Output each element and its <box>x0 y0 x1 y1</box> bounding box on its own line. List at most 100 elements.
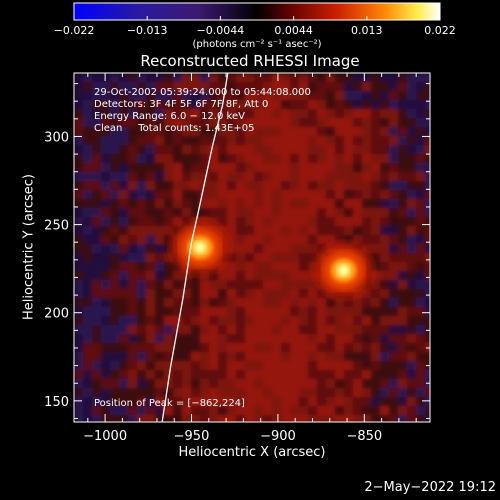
heatmap-cell <box>407 235 416 244</box>
heatmap-cell <box>335 343 344 352</box>
heatmap-cell <box>164 127 173 136</box>
heatmap-cell <box>83 145 92 154</box>
heatmap-cell <box>254 361 263 370</box>
heatmap-cell <box>182 172 191 181</box>
heatmap-cell <box>101 352 110 361</box>
heatmap-cell <box>317 235 326 244</box>
heatmap-cell <box>209 415 218 422</box>
heatmap-cell <box>326 334 335 343</box>
heatmap-cell <box>101 334 110 343</box>
heatmap-cell <box>272 199 281 208</box>
heatmap-cell <box>398 235 407 244</box>
heatmap-cell <box>353 217 362 226</box>
heatmap-cell <box>137 127 146 136</box>
heatmap-cell <box>272 307 281 316</box>
heatmap-cell <box>272 154 281 163</box>
heatmap-cell <box>416 298 425 307</box>
heatmap-cell <box>380 388 389 397</box>
heatmap-cell <box>389 334 398 343</box>
heatmap-cell <box>83 289 92 298</box>
heatmap-cell <box>344 118 353 127</box>
heatmap-cell <box>83 208 92 217</box>
heatmap-cell <box>254 388 263 397</box>
heatmap-cell <box>281 244 290 253</box>
heatmap-cell <box>92 172 101 181</box>
heatmap-cell <box>245 181 254 190</box>
heatmap-cell <box>272 181 281 190</box>
heatmap-cell <box>146 397 155 406</box>
heatmap-cell <box>335 217 344 226</box>
heatmap-cell <box>110 217 119 226</box>
heatmap-cell <box>92 316 101 325</box>
heatmap-cell <box>416 352 425 361</box>
heatmap-cell <box>272 298 281 307</box>
heatmap-cell <box>335 334 344 343</box>
heatmap-cell <box>92 235 101 244</box>
heatmap-cell <box>137 280 146 289</box>
heatmap-cell <box>290 73 299 82</box>
y-tick-label: 150 <box>44 395 69 410</box>
heatmap-cell <box>335 352 344 361</box>
heatmap-cell <box>236 397 245 406</box>
heatmap-cell <box>398 154 407 163</box>
heatmap-cell <box>200 100 209 109</box>
heatmap-cell <box>209 298 218 307</box>
heatmap-cell <box>389 361 398 370</box>
heatmap-cell <box>407 262 416 271</box>
heatmap-cell <box>380 334 389 343</box>
heatmap-cell <box>155 334 164 343</box>
heatmap-cell <box>128 379 137 388</box>
heatmap-cell <box>137 379 146 388</box>
heatmap-cell <box>380 325 389 334</box>
heatmap-cell <box>272 244 281 253</box>
heatmap-cell <box>245 199 254 208</box>
heatmap-cell <box>110 181 119 190</box>
heatmap-cell <box>236 352 245 361</box>
heatmap-cell <box>92 163 101 172</box>
heatmap-cell <box>110 298 119 307</box>
heatmap-cell <box>173 190 182 199</box>
heatmap-cell <box>362 244 371 253</box>
heatmap-cell <box>182 109 191 118</box>
heatmap-cell <box>209 406 218 415</box>
heatmap-cell <box>407 415 416 422</box>
heatmap-cell <box>119 118 128 127</box>
heatmap-cell <box>119 397 128 406</box>
heatmap-cell <box>281 226 290 235</box>
heatmap-cell <box>263 298 272 307</box>
heatmap-cell <box>227 181 236 190</box>
heatmap-cell <box>398 181 407 190</box>
heatmap-cell <box>110 109 119 118</box>
heatmap-cell <box>218 325 227 334</box>
heatmap-cell <box>335 154 344 163</box>
heatmap-cell <box>227 280 236 289</box>
heatmap-cell <box>254 154 263 163</box>
heatmap-cell <box>290 361 299 370</box>
heatmap-cell <box>362 145 371 154</box>
heatmap-cell <box>272 406 281 415</box>
heatmap-cell <box>182 199 191 208</box>
heatmap-cell <box>371 226 380 235</box>
heatmap-cell <box>335 370 344 379</box>
heatmap-cell <box>92 226 101 235</box>
heatmap-cell <box>236 343 245 352</box>
heatmap-cell <box>119 91 128 100</box>
heatmap-cell <box>245 325 254 334</box>
heatmap-cell <box>128 343 137 352</box>
heatmap-cell <box>371 253 380 262</box>
heatmap-cell <box>227 370 236 379</box>
heatmap-cell <box>380 181 389 190</box>
heatmap-cell <box>200 298 209 307</box>
heatmap-cell <box>308 343 317 352</box>
heatmap-cell <box>398 226 407 235</box>
heatmap-cell <box>353 82 362 91</box>
heatmap-cell <box>263 334 272 343</box>
heatmap-cell <box>209 208 218 217</box>
heatmap-cell <box>182 136 191 145</box>
heatmap-cell <box>209 91 218 100</box>
heatmap-cell <box>137 109 146 118</box>
heatmap-cell <box>110 208 119 217</box>
heatmap-cell <box>173 91 182 100</box>
info-line-3: Energy Range: 6.0 − 12.0 keV <box>94 111 245 122</box>
heatmap-cell <box>263 91 272 100</box>
